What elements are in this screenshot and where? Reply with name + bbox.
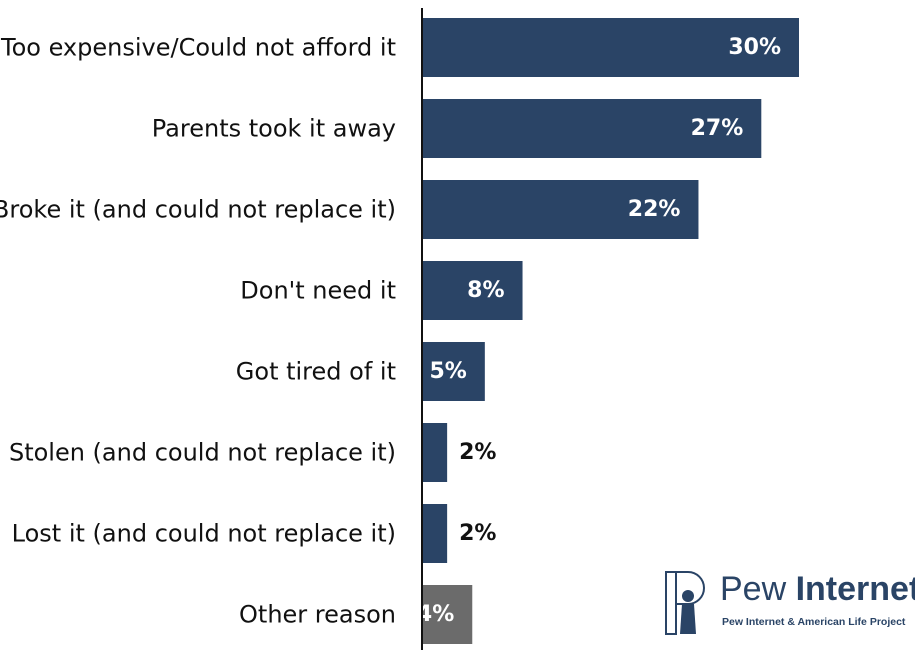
value-label: 2% xyxy=(459,440,496,465)
value-labels-group: 30% 27% 22% 8% 5% 2% 2% 4% xyxy=(417,35,781,627)
category-labels-group: Too expensive/Could not afford it Parents… xyxy=(0,34,396,629)
category-label: Don't need it xyxy=(240,277,396,305)
value-label: 27% xyxy=(691,116,744,141)
bar xyxy=(422,423,448,482)
logo-subtitle: Pew Internet & American Life Project xyxy=(722,616,906,628)
bar xyxy=(422,180,699,239)
pew-internet-logo: Pew Internet Pew Internet & American Lif… xyxy=(662,566,915,638)
category-label: Too expensive/Could not afford it xyxy=(0,34,396,62)
value-label: 4% xyxy=(417,602,454,627)
value-label: 8% xyxy=(467,278,504,303)
category-label: Lost it (and could not replace it) xyxy=(12,520,396,548)
bar xyxy=(422,342,485,401)
bar xyxy=(422,18,799,77)
category-label: Other reason xyxy=(239,601,396,629)
bar xyxy=(422,261,523,320)
value-label: 5% xyxy=(429,359,466,384)
pew-keyhole-logo-icon xyxy=(665,571,705,635)
category-label: Got tired of it xyxy=(236,358,396,386)
bars-group xyxy=(422,18,799,644)
value-label: 30% xyxy=(728,35,781,60)
bar xyxy=(422,585,473,644)
category-label: Stolen (and could not replace it) xyxy=(9,439,396,467)
category-label: Parents took it away xyxy=(152,115,396,143)
value-label: 2% xyxy=(459,521,496,546)
value-label: 22% xyxy=(628,197,681,222)
bar xyxy=(422,504,448,563)
logo-wordmark: Pew Internet xyxy=(720,570,915,608)
bar xyxy=(422,99,762,158)
category-label: Broke it (and could not replace it) xyxy=(0,196,396,224)
